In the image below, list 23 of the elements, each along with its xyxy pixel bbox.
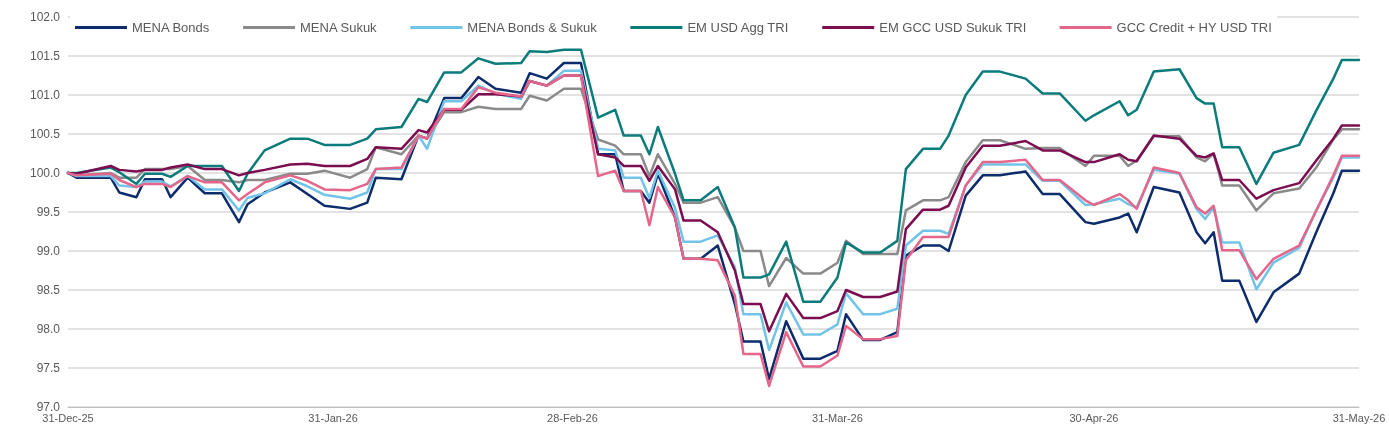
y-tick-label: 102.0: [29, 10, 61, 24]
legend-label: MENA Sukuk: [300, 20, 378, 35]
x-tick-label: 31-May-26: [1332, 411, 1386, 424]
y-tick-label: 98.5: [36, 283, 61, 297]
y-tick-label: 101.5: [29, 49, 61, 63]
legend-label: GCC Credit + HY USD TRI: [1116, 20, 1272, 35]
y-tick-label: 97.5: [36, 361, 61, 375]
y-tick-label: 100.0: [29, 166, 61, 180]
x-tick-label: 31-Mar-26: [812, 411, 863, 424]
legend-label: MENA Bonds & Sukuk: [467, 20, 598, 35]
y-tick-label: 99.5: [36, 205, 61, 219]
y-tick-label: 97.0: [36, 400, 61, 414]
x-tick-label: 31-Dec-25: [42, 411, 94, 424]
legend-label: EM GCC USD Sukuk TRI: [879, 20, 1027, 35]
legend-label: MENA Bonds: [132, 20, 210, 35]
y-tick-label: 100.5: [29, 127, 61, 141]
x-tick-label: 30-Apr-26: [1069, 411, 1119, 424]
y-tick-label: 98.0: [36, 322, 61, 336]
legend-label: EM USD Agg TRI: [687, 20, 789, 35]
x-tick-label: 31-Jan-26: [308, 411, 358, 424]
y-tick-label: 101.0: [29, 88, 61, 102]
y-tick-label: 99.0: [36, 244, 61, 258]
x-tick-label: 28-Feb-26: [547, 411, 598, 424]
